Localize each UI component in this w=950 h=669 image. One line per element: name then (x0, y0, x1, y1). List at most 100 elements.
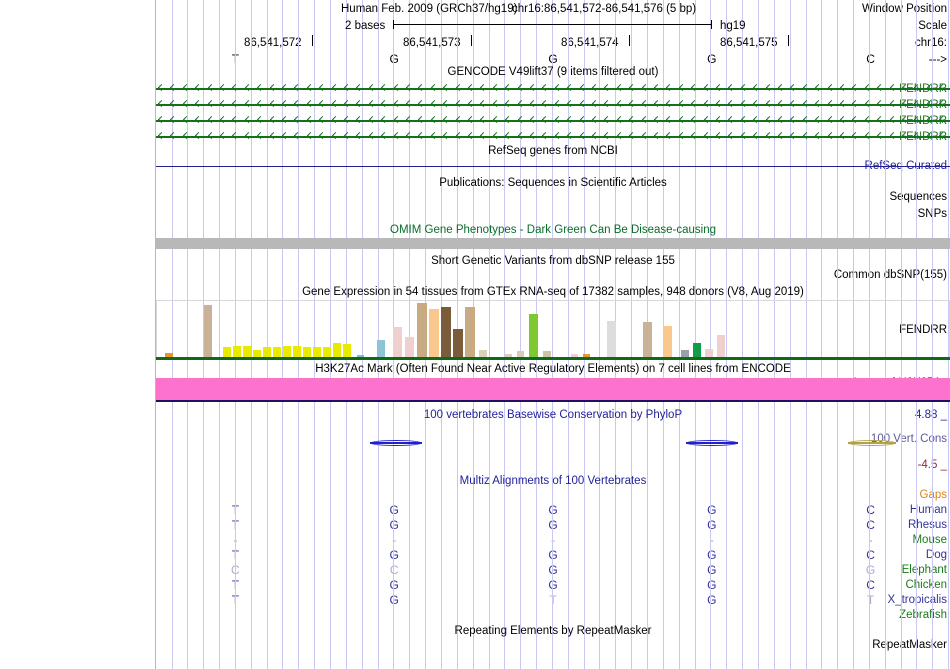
gtex-tissue-bar[interactable] (253, 350, 261, 357)
species-label-chicken[interactable]: Chicken (905, 579, 947, 591)
gtex-tissue-bar[interactable] (681, 350, 689, 357)
gene-transcript-row[interactable] (156, 130, 950, 143)
row-label-repeatmasker[interactable]: RepeatMasker (872, 639, 947, 651)
alignment-base: G (707, 578, 717, 592)
row-label-snps[interactable]: SNPs (917, 208, 947, 220)
strand-arrow-icon (518, 115, 523, 126)
strand-arrow-icon (406, 131, 411, 142)
track-title-gtex[interactable]: Gene Expression in 54 tissues from GTEx … (302, 286, 804, 298)
gtex-tissue-bar[interactable] (643, 322, 652, 357)
gtex-tissue-bar[interactable] (571, 354, 578, 357)
row-label-sequences[interactable]: Sequences (889, 191, 947, 203)
track-title-multiz[interactable]: Multiz Alignments of 100 Vertebrates (459, 475, 647, 487)
strand-arrow-icon (815, 99, 820, 110)
track-title-dbsnp[interactable]: Short Genetic Variants from dbSNP releas… (431, 255, 675, 267)
h3k27ac-signal-bar[interactable] (156, 378, 950, 400)
strand-arrow-icon (381, 115, 386, 126)
species-label-human[interactable]: Human (909, 504, 947, 516)
omim-gene-bar[interactable] (156, 238, 950, 249)
strand-arrow-icon (394, 131, 399, 142)
species-label-rhesus[interactable]: Rhesus (908, 519, 947, 531)
h3k27ac-baseline (156, 400, 950, 402)
species-label-elephant[interactable]: Elephant (901, 564, 947, 576)
gtex-tissue-bar[interactable] (293, 346, 301, 357)
gtex-tissue-bar[interactable] (165, 353, 173, 357)
gtex-tissue-bar[interactable] (377, 340, 385, 357)
conservation-centerline (848, 442, 896, 444)
gtex-tissue-bar[interactable] (303, 347, 311, 357)
gtex-tissue-bar[interactable] (204, 305, 212, 357)
gtex-baseline (156, 357, 950, 360)
gtex-tissue-bar[interactable] (283, 346, 291, 357)
gtex-tissue-bar[interactable] (479, 350, 487, 357)
gene-transcript-row[interactable] (156, 98, 950, 111)
gene-transcript-row[interactable] (156, 82, 950, 95)
strand-arrow-icon (307, 83, 312, 94)
alignment-base: - (233, 533, 238, 547)
gtex-tissue-bar[interactable] (717, 335, 725, 357)
species-label-zebrafish[interactable]: Zebrafish (899, 609, 947, 621)
conservation-feature[interactable] (848, 438, 896, 448)
gtex-tissue-bar[interactable] (441, 307, 451, 357)
strand-arrow-icon (456, 115, 461, 126)
gtex-tissue-bar[interactable] (705, 349, 713, 357)
gtex-tissue-bar[interactable] (343, 344, 351, 357)
gtex-tissue-bar[interactable] (583, 354, 590, 357)
strand-arrow-icon (604, 83, 609, 94)
strand-arrow-icon (828, 115, 833, 126)
gene-transcript-row[interactable] (156, 114, 950, 127)
strand-arrow-icon (642, 131, 647, 142)
strand-arrow-icon (381, 83, 386, 94)
gtex-expression-chart[interactable] (156, 300, 950, 360)
conservation-feature[interactable] (686, 438, 738, 448)
strand-arrow-icon (480, 131, 485, 142)
strand-arrow-icon (604, 131, 609, 142)
track-title-publications[interactable]: Publications: Sequences in Scientific Ar… (439, 177, 667, 189)
row-label-gaps[interactable]: Gaps (919, 489, 948, 501)
gtex-tissue-bar[interactable] (465, 307, 475, 357)
gtex-tissue-bar[interactable] (263, 347, 271, 357)
strand-arrow-icon (939, 83, 944, 94)
gtex-tissue-bar[interactable] (393, 327, 402, 357)
species-label-dog[interactable]: Dog (925, 549, 947, 561)
gtex-tissue-bar[interactable] (223, 347, 231, 357)
track-title-h3k27ac[interactable]: H3K27Ac Mark (Often Found Near Active Re… (315, 363, 791, 375)
strand-arrow-icon (828, 99, 833, 110)
gtex-tissue-bar[interactable] (453, 329, 463, 357)
position-label[interactable]: chr16:86,541,572-86,541,576 (5 bp) (512, 3, 697, 15)
gtex-tissue-bar[interactable] (417, 303, 427, 357)
strand-arrow-icon (778, 99, 783, 110)
row-label-common-dbsnp[interactable]: Common dbSNP(155) (833, 269, 947, 281)
strand-arrow-icon (691, 99, 696, 110)
strand-arrow-icon (530, 131, 535, 142)
row-label-gtex-fendrr[interactable]: FENDRR (899, 324, 947, 336)
alignment-base: G (707, 548, 717, 562)
gtex-tissue-bar[interactable] (543, 351, 551, 357)
gtex-tissue-bar[interactable] (693, 343, 701, 357)
refseq-transcript-line[interactable] (156, 166, 950, 168)
gtex-tissue-bar[interactable] (405, 337, 414, 357)
gtex-tissue-bar[interactable] (607, 321, 616, 357)
gtex-tissue-bar[interactable] (233, 346, 241, 357)
strand-arrow-icon (344, 115, 349, 126)
gtex-tissue-bar[interactable] (313, 347, 321, 357)
track-title-omim[interactable]: OMIM Gene Phenotypes - Dark Green Can Be… (390, 224, 716, 236)
alignment-base: C (231, 563, 240, 577)
gtex-tissue-bar[interactable] (663, 326, 672, 357)
gtex-tissue-bar[interactable] (529, 314, 538, 357)
gtex-tissue-bar[interactable] (323, 347, 331, 357)
track-title-phylop[interactable]: 100 vertebrates Basewise Conservation by… (423, 409, 683, 421)
gtex-tissue-bar[interactable] (357, 355, 364, 357)
gtex-tissue-bar[interactable] (273, 347, 281, 357)
conservation-feature[interactable] (370, 438, 422, 448)
species-label-mouse[interactable]: Mouse (912, 534, 947, 546)
track-title-gencode[interactable]: GENCODE V49lift37 (9 items filtered out) (447, 66, 659, 78)
alignment-base: G (548, 548, 558, 562)
gtex-tissue-bar[interactable] (429, 309, 439, 357)
gtex-tissue-bar[interactable] (333, 343, 341, 357)
track-title-refseq[interactable]: RefSeq genes from NCBI (488, 145, 618, 157)
gtex-tissue-bar[interactable] (505, 354, 512, 357)
track-title-repeatmasker[interactable]: Repeating Elements by RepeatMasker (454, 625, 652, 637)
gtex-tissue-bar[interactable] (243, 346, 251, 357)
strand-arrow-icon (369, 115, 374, 126)
